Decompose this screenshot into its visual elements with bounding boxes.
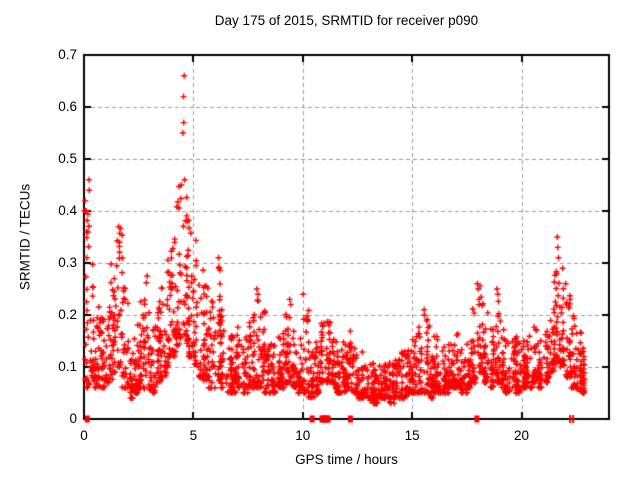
y-axis-label: SRMTID / TECUs xyxy=(17,183,33,291)
x-tick-label: 10 xyxy=(295,428,311,443)
y-tick-label: 0.1 xyxy=(58,359,77,374)
x-tick-label: 0 xyxy=(80,428,88,443)
y-tick-label: 0.7 xyxy=(58,47,77,62)
y-tick-label: 0.5 xyxy=(58,151,77,166)
y-tick-label: 0.6 xyxy=(58,99,77,114)
x-tick-label: 5 xyxy=(189,428,198,443)
y-tick-label: 0.3 xyxy=(58,255,77,270)
x-axis-label: GPS time / hours xyxy=(295,452,398,467)
x-tick-label: 20 xyxy=(513,428,530,443)
y-tick-label: 0.2 xyxy=(58,307,77,322)
x-tick-label: 15 xyxy=(404,428,420,443)
y-tick-label: 0 xyxy=(69,411,77,426)
y-tick-label: 0.4 xyxy=(58,203,77,218)
chart-title: Day 175 of 2015, SRMTID for receiver p09… xyxy=(214,13,479,28)
